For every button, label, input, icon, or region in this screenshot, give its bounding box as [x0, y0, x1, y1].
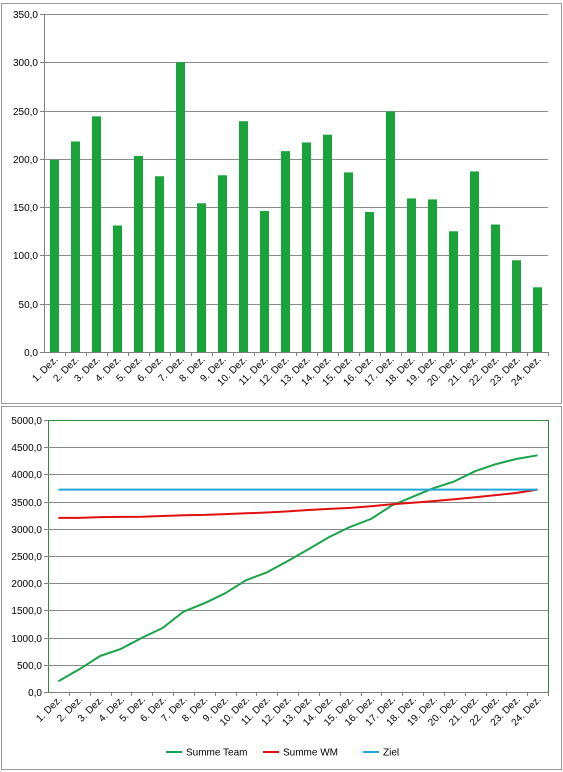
- bar: [470, 171, 479, 352]
- chart-frame: [1, 406, 562, 770]
- y-tick-label: 100,0: [13, 251, 38, 262]
- series-line: [57, 454, 538, 683]
- cumulative-line-chart: 0,0 500,0 1000,0 1500,0 2000,0 2500,0 3000,0 35…: [1, 406, 562, 770]
- bar: [197, 203, 206, 352]
- series-line: [58, 488, 538, 519]
- y-tick-label: 500,0: [17, 661, 42, 672]
- legend-label: Ziel: [383, 748, 399, 759]
- bar: [512, 260, 521, 352]
- bar: [134, 155, 143, 352]
- y-tick-label: 0,0: [24, 348, 38, 359]
- y-tick-label: 4500,0: [11, 443, 42, 454]
- daily-bar-chart: 0,050,0100,0150,0200,0250,0300,0350,01. …: [1, 3, 562, 404]
- y-tick-label: 150,0: [13, 203, 38, 214]
- bar: [218, 175, 227, 352]
- y-tick-label: 3500,0: [11, 498, 42, 509]
- legend-label: Summe Team: [186, 748, 248, 759]
- y-tick-label: 300,0: [13, 58, 38, 69]
- legend-label: Summe WM: [283, 748, 338, 759]
- y-tick-label: 1500,0: [11, 606, 42, 617]
- y-tick-label: 2500,0: [11, 552, 42, 563]
- bar: [323, 134, 332, 352]
- y-tick-label: 50,0: [19, 300, 39, 311]
- y-tick-label: 0,0: [28, 688, 42, 699]
- bar: [71, 141, 80, 352]
- bar: [92, 116, 101, 352]
- bar: [449, 231, 458, 352]
- bar: [428, 199, 437, 352]
- bar: [365, 211, 374, 352]
- bar: [302, 142, 311, 352]
- y-tick-label: 350,0: [13, 10, 38, 21]
- y-tick-label: 5000,0: [11, 416, 42, 427]
- bar: [260, 211, 269, 352]
- bar: [386, 111, 395, 352]
- bar: [176, 62, 185, 353]
- y-tick-label: 3000,0: [11, 525, 42, 536]
- y-tick-label: 4000,0: [11, 470, 42, 481]
- y-tick-label: 200,0: [13, 155, 38, 166]
- bar: [50, 159, 59, 352]
- bar: [533, 287, 542, 352]
- bar: [491, 224, 500, 352]
- bar: [239, 121, 248, 353]
- bar: [407, 198, 416, 352]
- bar: [113, 225, 122, 352]
- bar: [344, 172, 353, 352]
- y-tick-label: 250,0: [13, 107, 38, 118]
- bar: [155, 176, 164, 352]
- bar: [281, 151, 290, 352]
- y-tick-label: 1000,0: [11, 634, 42, 645]
- y-tick-label: 2000,0: [11, 579, 42, 590]
